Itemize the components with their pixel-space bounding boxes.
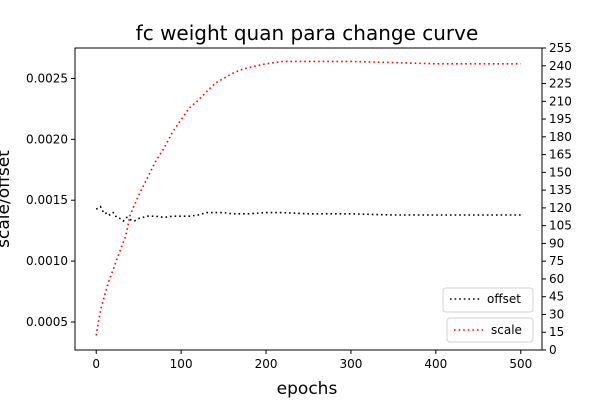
y2-tick-label: 255	[549, 41, 572, 55]
y2-tick-label: 225	[549, 77, 572, 91]
y2-tick-label: 30	[549, 307, 564, 321]
x-tick-label: 500	[509, 357, 532, 371]
legend-offset-label: offset	[487, 292, 521, 306]
plot-frame	[74, 47, 543, 351]
y2-tick-label: 240	[549, 59, 572, 73]
y-tick-label: 0.0015	[26, 193, 68, 207]
legend-scale-label: scale	[491, 323, 522, 337]
y2-tick-label: 120	[549, 201, 572, 215]
chart-title: fc weight quan para change curve	[136, 21, 479, 45]
y2-tick-label: 60	[549, 272, 564, 286]
series-line-offset	[95, 205, 521, 222]
y2-tick-label: 0	[549, 343, 557, 357]
x-tick-label: 300	[340, 357, 363, 371]
y2-tick-label: 165	[549, 148, 572, 162]
y2-tick-label: 135	[549, 183, 572, 197]
y2-tick-label: 180	[549, 130, 572, 144]
y2-tick-label: 210	[549, 94, 572, 108]
x-tick-label: 200	[255, 357, 278, 371]
y-axis-label: scale/offset	[0, 150, 14, 248]
legend-offset-box	[442, 287, 534, 313]
series-layer	[95, 60, 521, 336]
x-tick-label: 400	[424, 357, 447, 371]
legend-scale: scale	[446, 317, 534, 343]
y-tick-label: 0.0025	[26, 71, 68, 85]
y2-tick-label: 90	[549, 236, 564, 250]
y-tick-label: 0.0020	[26, 132, 68, 146]
y-tick-label: 0.0005	[26, 315, 68, 329]
x-tick-label: 100	[170, 357, 193, 371]
x-tick-label: 0	[92, 357, 100, 371]
y2-tick-label: 75	[549, 254, 564, 268]
legend-scale-box	[446, 317, 534, 343]
y2-tick-label: 45	[549, 290, 564, 304]
axes-layer: 0 100 200 300 400 5000.00050.00100.00150.0020…	[26, 41, 572, 371]
y2-tick-label: 150	[549, 165, 572, 179]
legend-offset: offset	[442, 287, 534, 313]
y2-tick-label: 195	[549, 112, 572, 126]
y-tick-label: 0.0010	[26, 254, 68, 268]
y2-tick-label: 15	[549, 325, 564, 339]
x-axis-label: epochs	[277, 379, 338, 399]
y2-tick-label: 105	[549, 219, 572, 233]
